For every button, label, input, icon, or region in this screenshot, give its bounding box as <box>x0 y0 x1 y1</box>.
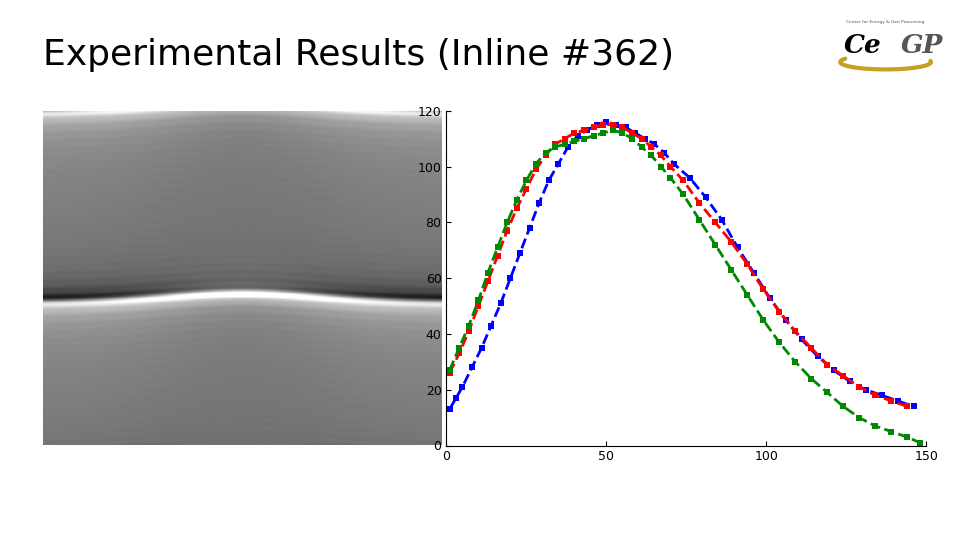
Text: Result: Result <box>101 492 154 508</box>
Text: Center for Energy & Geo Processing: Center for Energy & Geo Processing <box>847 20 924 24</box>
Text: proposed method: proposed method <box>222 492 369 508</box>
Text: Detected by the: Detected by the <box>228 471 362 486</box>
Text: Berthelot’s Method: Berthelot’s Method <box>393 477 553 492</box>
Text: Manually labeled: Manually labeled <box>57 471 198 486</box>
Text: Experimental Results (Inline #362): Experimental Results (Inline #362) <box>43 38 674 72</box>
Text: Ce: Ce <box>844 33 882 58</box>
Text: GP: GP <box>901 33 944 58</box>
